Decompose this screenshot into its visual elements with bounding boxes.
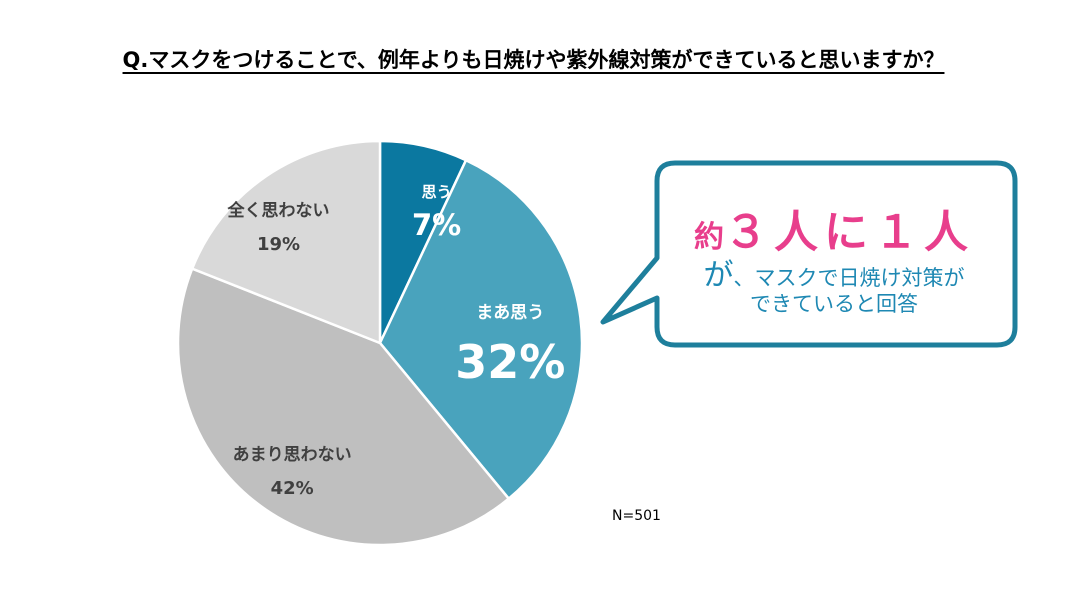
slice-label-1: まあ思う xyxy=(476,303,544,323)
callout-line-2-text: 、マスクで日焼け対策が xyxy=(733,266,965,290)
callout-line-3: できていると回答 xyxy=(750,292,918,316)
slice-label-0: 思う xyxy=(422,183,452,201)
sample-size-label: N=501 xyxy=(612,508,661,524)
callout-line-2: が、マスクで日焼け対策が xyxy=(656,250,1012,294)
chart-title: Q.マスクをつけることで、例年よりも日焼けや紫外線対策ができていると思いますか？ xyxy=(122,48,945,72)
callout-yaku: 約 xyxy=(694,220,724,255)
slice-label-3: 全く思わない xyxy=(227,200,330,221)
pie-slice-2 xyxy=(176,267,511,547)
pie-slice-1 xyxy=(378,158,584,501)
callout-border xyxy=(600,160,1018,348)
pie-slice-3 xyxy=(190,139,382,345)
slice-value-1: 32% xyxy=(455,335,565,389)
callout-ratio: ３人に１人 xyxy=(724,207,974,258)
slice-label-2: あまり思わない xyxy=(233,445,352,465)
callout-ga: が xyxy=(703,258,734,293)
callout-headline: 約３人に１人 xyxy=(656,196,1012,260)
slice-value-2: 42% xyxy=(271,478,314,499)
slice-value-0: 7% xyxy=(412,208,461,242)
slice-value-3: 19% xyxy=(257,234,300,255)
